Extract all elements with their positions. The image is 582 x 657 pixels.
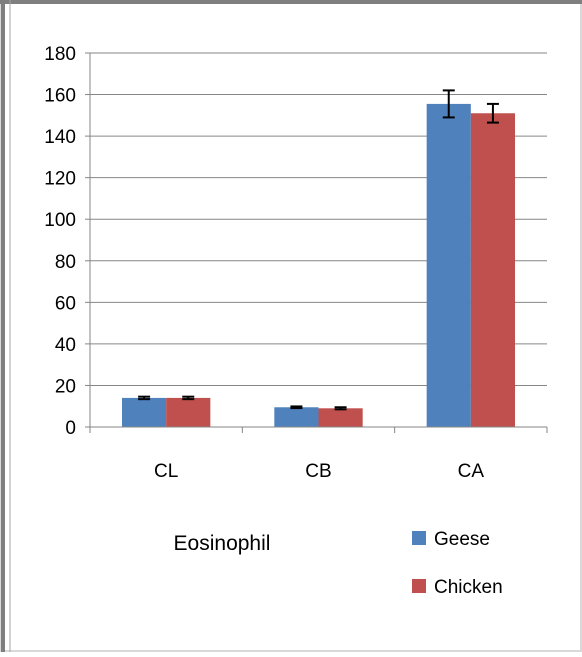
y-tick-label: 120 <box>44 169 76 190</box>
y-tick-label: 60 <box>55 293 76 314</box>
bar-geese-cb <box>274 407 319 427</box>
legend: Geese Chicken <box>412 529 503 598</box>
y-tick-label: 0 <box>65 418 76 439</box>
error-bar <box>442 89 455 119</box>
error-bar <box>486 102 499 124</box>
y-tick-label: 20 <box>55 376 76 397</box>
bar-chicken-cl <box>166 397 211 427</box>
bar-chicken-ca <box>470 113 516 427</box>
bars <box>121 89 516 428</box>
error-bar <box>334 406 347 411</box>
y-tick-label: 80 <box>55 252 76 273</box>
x-tick-label: CA <box>458 461 485 482</box>
legend-label-geese: Geese <box>434 529 490 550</box>
tick-labels: 0 20 40 60 80 100 120 140 160 180 CL CB CA <box>44 44 484 482</box>
bar-geese-ca <box>426 103 471 428</box>
y-tick-label: 160 <box>44 86 76 107</box>
bar-geese-cl <box>121 397 167 427</box>
x-tick-label: CL <box>154 461 178 482</box>
axes <box>85 52 548 433</box>
legend-swatch-geese <box>412 531 426 545</box>
error-bar <box>290 405 303 410</box>
y-tick-label: 100 <box>44 210 76 231</box>
legend-swatch-chicken <box>412 579 426 593</box>
bar-chicken-cb <box>318 408 363 427</box>
x-axis-title: Eosinophil <box>174 532 271 555</box>
x-tick-label: CB <box>305 461 331 482</box>
y-tick-label: 180 <box>44 44 76 65</box>
y-tick-label: 40 <box>55 335 76 356</box>
y-tick-label: 140 <box>44 127 76 148</box>
error-bar <box>182 395 195 401</box>
legend-label-chicken: Chicken <box>434 577 503 598</box>
error-bar <box>138 395 151 401</box>
